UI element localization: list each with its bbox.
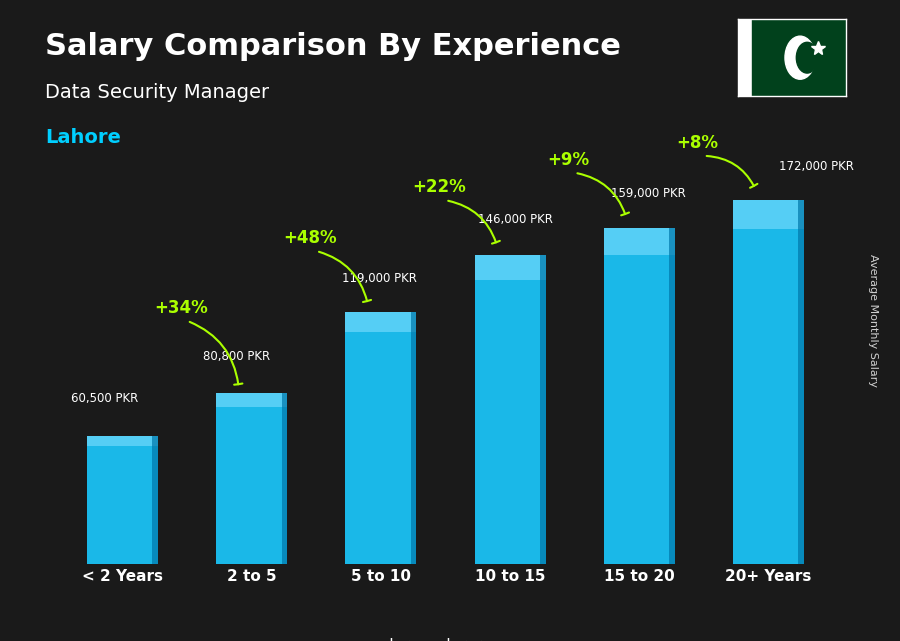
Bar: [604, 228, 675, 564]
Text: salaryexplorer.com: salaryexplorer.com: [373, 638, 518, 641]
Bar: [87, 436, 158, 564]
Bar: [216, 393, 287, 564]
Text: +34%: +34%: [154, 299, 208, 317]
Text: 119,000 PKR: 119,000 PKR: [342, 272, 417, 285]
Bar: [474, 255, 545, 280]
Bar: [604, 228, 675, 254]
Text: Data Security Manager: Data Security Manager: [45, 83, 269, 103]
Bar: [798, 200, 804, 564]
Bar: [669, 228, 675, 564]
Bar: [282, 393, 287, 564]
Text: Average Monthly Salary: Average Monthly Salary: [868, 254, 878, 387]
Text: +48%: +48%: [283, 229, 337, 247]
Bar: [87, 436, 158, 446]
Circle shape: [796, 42, 818, 73]
Bar: [733, 200, 804, 229]
Bar: [474, 255, 545, 564]
Bar: [152, 436, 158, 564]
Text: Lahore: Lahore: [45, 128, 121, 147]
Bar: [346, 312, 417, 333]
Text: 159,000 PKR: 159,000 PKR: [611, 187, 686, 200]
Text: +9%: +9%: [547, 151, 590, 169]
Bar: [410, 312, 417, 564]
Text: 172,000 PKR: 172,000 PKR: [778, 160, 854, 172]
Text: +8%: +8%: [677, 133, 718, 151]
Bar: [540, 255, 545, 564]
Text: 80,800 PKR: 80,800 PKR: [202, 350, 270, 363]
Circle shape: [785, 36, 815, 79]
Text: Salary Comparison By Experience: Salary Comparison By Experience: [45, 32, 621, 61]
Bar: [733, 200, 804, 564]
Text: 60,500 PKR: 60,500 PKR: [71, 392, 138, 406]
Text: +22%: +22%: [412, 178, 466, 196]
Bar: [752, 19, 846, 96]
Bar: [216, 393, 287, 407]
Bar: [346, 312, 417, 564]
Text: 146,000 PKR: 146,000 PKR: [478, 213, 553, 226]
